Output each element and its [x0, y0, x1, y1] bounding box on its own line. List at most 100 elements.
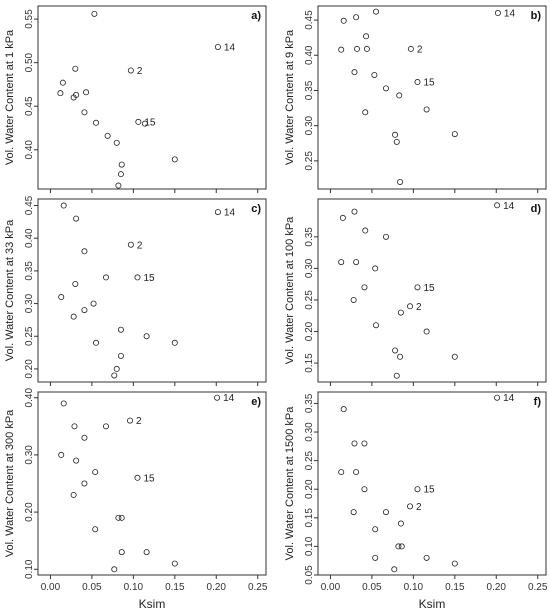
- scatter-point: [58, 294, 65, 301]
- scatter-point: [392, 131, 399, 138]
- y-tick-label: 0.20: [304, 321, 315, 341]
- y-tick-label: 0.25: [24, 326, 35, 346]
- y-axis-label: Vol. Water Content at 1500 kPa: [284, 406, 296, 561]
- scatter-point: [397, 520, 404, 527]
- panel-c: 0.20 0.25 0.30 0.35 0.40 0.45 Vol. Water Conte…: [4, 195, 267, 386]
- panel-f: 0.00 0.05 0.10 0.15 0.20 0.25 0.05 0.10 0.15 0.20…: [284, 391, 548, 611]
- scatter-point: [351, 208, 358, 215]
- x-tick-label: 0.00: [321, 582, 341, 593]
- plot-frame: [317, 5, 547, 190]
- y-axis-label: Vol. Water Content at 300 kPa: [4, 409, 16, 557]
- scatter-point: [118, 161, 125, 168]
- scatter-point: [350, 296, 357, 303]
- scatter-point: [135, 118, 142, 125]
- y-tick-label: 0.25: [304, 290, 315, 310]
- y-tick-label: 0.45: [24, 96, 35, 116]
- y-tick-label: 0.35: [24, 261, 35, 281]
- point-label: 15: [423, 78, 435, 89]
- x-tick-label: 0.00: [41, 582, 61, 593]
- x-tick-label: 0.15: [165, 582, 185, 593]
- scatter-point: [398, 543, 405, 550]
- scatter-point: [339, 214, 346, 221]
- y-axis-label: Vol. Water Content at 33 kPa: [4, 219, 16, 361]
- scatter-point: [115, 182, 122, 189]
- x-axis-label: Ksim: [419, 597, 446, 611]
- y-tick-label: 0.20: [24, 502, 35, 522]
- scatter-point: [73, 457, 80, 464]
- x-tick-label: 0.20: [487, 582, 507, 593]
- scatter-point: [414, 284, 421, 291]
- x-axis-label: Ksim: [139, 597, 166, 611]
- y-tick-label: 0.25: [304, 450, 315, 470]
- scatter-point: [382, 85, 389, 92]
- panel-e: 0.00 0.05 0.10 0.15 0.20 0.25 0.10 0.20 0.30 0.40…: [4, 388, 268, 611]
- y-tick-label: 0.40: [304, 45, 315, 65]
- scatter-point: [83, 89, 90, 96]
- scatter-point: [73, 91, 80, 98]
- y-tick-label: 0.30: [304, 115, 315, 135]
- scatter-point: [371, 71, 378, 78]
- point-label: 15: [143, 473, 155, 484]
- x-tick-label: 0.25: [528, 582, 548, 593]
- scatter-point: [73, 215, 80, 222]
- scatter-point: [353, 45, 360, 52]
- scatter-point: [382, 509, 389, 516]
- scatter-point: [72, 65, 79, 72]
- y-tick-label: 0.15: [304, 353, 315, 373]
- scatter-point: [111, 566, 118, 573]
- y-tick-label: 0.15: [304, 508, 315, 528]
- scatter-point: [102, 423, 109, 430]
- scatter-point: [171, 560, 178, 567]
- scatter-point: [58, 451, 65, 458]
- panel-label: f): [534, 396, 542, 408]
- y-tick-label: 0.30: [24, 445, 35, 465]
- scatter-point: [134, 474, 141, 481]
- y-tick-label: 0.35: [304, 80, 315, 100]
- scatter-point: [60, 202, 67, 209]
- scatter-point: [72, 280, 79, 287]
- scatter-point: [340, 17, 347, 24]
- scatter-point: [338, 46, 345, 53]
- scatter-point: [338, 259, 345, 266]
- point-label: 2: [416, 502, 422, 513]
- scatter-point: [340, 406, 347, 413]
- y-tick-label: 0.55: [24, 9, 35, 29]
- scatter-point: [407, 45, 414, 52]
- scatter-point: [494, 10, 501, 17]
- scatter-point: [214, 209, 221, 216]
- point-label: 15: [144, 117, 156, 128]
- panel-label: c): [251, 203, 261, 215]
- y-tick-label: 0.35: [304, 393, 315, 413]
- scatter-point: [57, 90, 64, 97]
- y-tick-label: 0.10: [24, 559, 35, 579]
- y-axis-label: Vol. Water Content at 9 kPa: [284, 29, 296, 165]
- scatter-point: [127, 241, 134, 248]
- scatter-point: [391, 566, 398, 573]
- scatter-point: [353, 14, 360, 21]
- point-label: 2: [136, 416, 142, 427]
- scatter-point: [113, 139, 120, 146]
- panel-label: d): [531, 203, 542, 215]
- scatter-point: [423, 106, 430, 113]
- scatter-point: [127, 417, 134, 424]
- scatter-point: [351, 69, 358, 76]
- scatter-point: [141, 120, 148, 127]
- point-label: 15: [423, 485, 435, 496]
- scatter-point: [350, 509, 357, 516]
- y-tick-label: 0.45: [304, 10, 315, 30]
- scatter-point: [353, 469, 360, 476]
- y-tick-label: 0.40: [24, 388, 35, 408]
- scatter-point: [127, 67, 134, 74]
- point-label: 14: [223, 393, 235, 404]
- scatter-point: [361, 440, 368, 447]
- scatter-point: [102, 274, 109, 281]
- y-axis-label: Vol. Water Content at 1 kPa: [4, 29, 16, 165]
- scatter-point: [363, 33, 370, 40]
- scatter-point: [70, 313, 77, 320]
- y-tick-label: 0.30: [304, 258, 315, 278]
- y-axis-label: Vol. Water Content at 100 kPa: [284, 216, 296, 364]
- panel-label: a): [251, 10, 261, 22]
- scatter-point: [171, 156, 178, 163]
- scatter-point: [117, 352, 124, 359]
